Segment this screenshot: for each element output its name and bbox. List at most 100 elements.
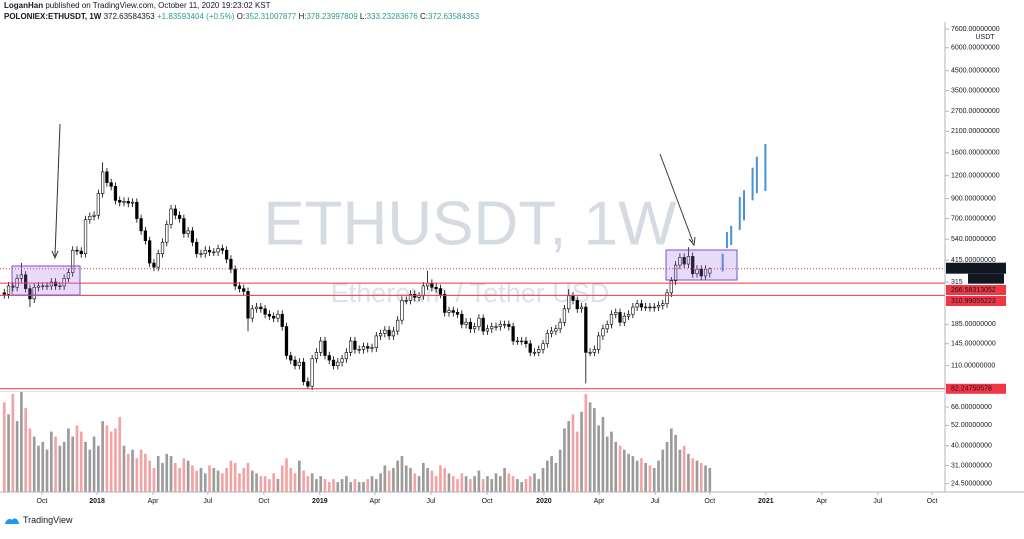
candle-body [41,285,45,288]
candle-body [545,333,549,345]
volume-bar [139,449,143,492]
volume-bar [37,445,40,492]
volume-bar [426,467,429,492]
x-tick-label: Oct [258,498,269,505]
volume-bar [169,456,173,492]
volume-bar [443,467,447,492]
price-axis [945,22,1024,500]
y2-tick-label: 66.00000000 [951,404,992,411]
candle-body [400,300,404,321]
candle-body [417,295,421,298]
y-tick-label: 900.00000000 [951,195,996,202]
range-box [665,249,738,281]
volume-bar [682,445,686,492]
candle-body [297,361,301,366]
volume-bar [614,441,618,492]
volume-bar [678,449,682,492]
candle-body [190,230,195,243]
symbol: POLONIEX:ETHUSDT, 1W [4,12,102,21]
y2-tick-label: 40.00000000 [951,443,992,450]
x-tick-label: 2021 [758,498,774,505]
volume-bar [152,467,156,492]
volume-bar [537,479,541,492]
volume-bar [524,479,528,492]
candle-body [109,182,113,187]
candle-body [562,308,567,323]
candle-body [139,218,143,232]
candle-body [225,249,229,260]
volume-bar [601,416,605,492]
volume-bar [297,460,301,492]
volume-bar [49,431,53,492]
candle-body [528,343,532,353]
volume-bar [469,479,472,492]
volume-bar [404,465,408,492]
x-tick-label: Jul [873,498,882,505]
y2-tick-label: 31.00000000 [951,462,992,469]
candle-body [490,326,494,330]
x-tick-label: Apr [148,498,160,505]
candle-body [340,358,344,363]
candle-body [575,300,579,310]
volume-bar [610,431,613,492]
volume-bar [695,460,699,492]
level-label: 310.99055223 [951,298,996,305]
candle-body [661,303,665,306]
volume-bar [199,467,203,492]
y-tick-label: 4500.00000000 [951,68,1000,75]
candle-body [79,250,83,254]
change: +1.83593404 [156,12,204,21]
volume-bar [571,414,575,492]
candle-body [242,288,246,292]
volume-bar [464,476,468,492]
candle-body [511,326,515,342]
volume-bar [250,470,254,492]
volume-bar [670,428,673,492]
volume-bar [383,465,387,492]
volume-bar [2,402,6,492]
volume-bar [400,456,404,492]
candle-body [549,330,554,334]
volume-bar [379,473,382,492]
candle-body [438,288,443,295]
volume-bar [520,482,523,492]
volume-bar [687,453,690,492]
candle-body [532,352,537,354]
candle-body [32,286,36,300]
volume-bar [699,462,703,492]
volume-bar [45,449,49,492]
candle-body [49,281,53,287]
volume-bar [409,467,412,492]
candle-body [105,171,109,183]
change-pct: (+0.5%) [206,12,235,21]
candle-body [152,262,156,268]
candle-body [220,248,224,251]
volume-bar [280,465,284,492]
volume-bar [203,473,207,492]
candle-body [289,355,293,361]
candle-body [614,312,618,315]
candle-body [122,200,126,203]
volume-bar [327,482,331,492]
y-tick-label: 315 [951,279,963,286]
candle-body [541,343,545,350]
volume-bar [516,479,519,492]
volume-bar [528,476,532,492]
header-line: POLONIEX:ETHUSDT, 1W 372.63584353 +1.835… [4,11,479,22]
arrow [659,153,694,243]
volume-bar [627,453,630,492]
x-tick-label: Oct [36,498,47,505]
candle-body [387,329,391,337]
volume-bar [618,445,622,492]
volume-bar [486,476,489,492]
volume-bar [315,479,318,492]
countdown: 13:36:59 [971,276,998,283]
volume-bar [289,467,293,492]
candle-body [605,324,609,330]
candle-body [678,257,682,266]
candle-body [601,328,605,337]
x-tick-label: 2018 [89,498,105,505]
ohlc-value: 378.23997809 [306,12,358,21]
volume-bar [490,479,494,492]
candle-body [592,349,596,353]
